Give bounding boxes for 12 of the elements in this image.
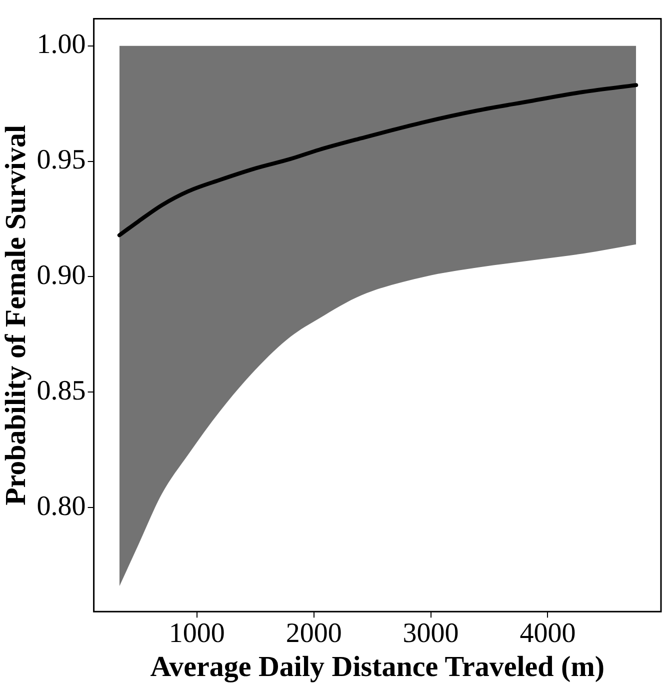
x-tick-label: 4000 xyxy=(520,618,576,649)
x-axis-title: Average Daily Distance Traveled (m) xyxy=(150,651,605,684)
x-tick-label: 1000 xyxy=(168,618,225,649)
y-tick-label: 0.95 xyxy=(36,144,86,176)
line-series xyxy=(117,83,638,238)
y-axis-title: Probability of Female Survival xyxy=(0,124,32,506)
x-tick-label: 3000 xyxy=(402,618,459,649)
y-tick-label: 0.80 xyxy=(36,491,86,522)
y-tick-label: 0.85 xyxy=(36,376,86,407)
y-tick-label: 1.00 xyxy=(36,29,86,60)
y-tick-label: 0.90 xyxy=(36,260,86,292)
x-tick-label: 2000 xyxy=(286,618,342,649)
